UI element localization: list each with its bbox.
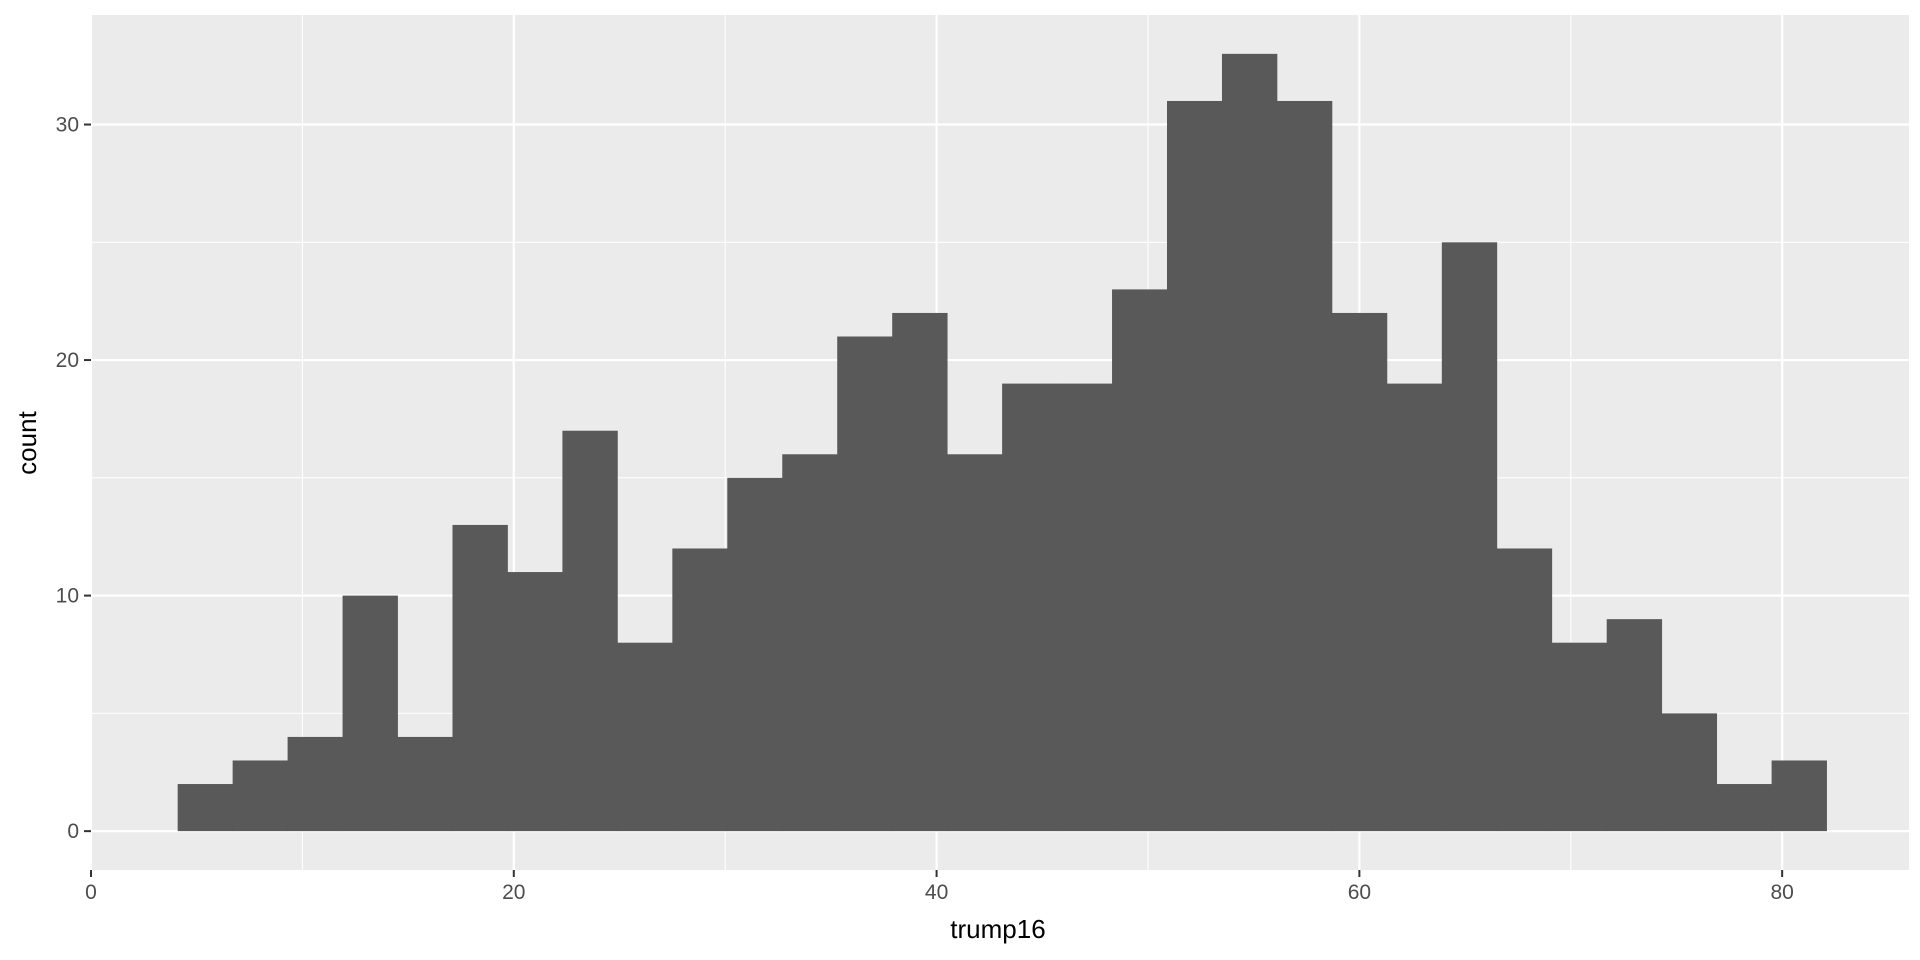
y-tick-label: 30 — [56, 114, 79, 137]
histogram-bar — [1057, 383, 1113, 832]
x-tick-label: 60 — [1348, 881, 1371, 904]
histogram-bar — [1551, 642, 1608, 832]
histogram-bar — [1221, 53, 1278, 832]
histogram-bar — [397, 736, 453, 832]
histogram-bar — [672, 548, 728, 832]
histogram-bar — [1002, 383, 1058, 832]
histogram-bar — [1386, 383, 1443, 832]
histogram-bar — [1112, 289, 1168, 832]
histogram-bar — [947, 454, 1003, 832]
y-tick-label: 10 — [56, 585, 79, 608]
histogram-bar — [342, 595, 398, 832]
histogram-bars — [177, 53, 1827, 832]
x-tick-label: 80 — [1770, 881, 1793, 904]
x-axis: 0 20 40 60 80 — [85, 870, 1794, 904]
histogram-bar — [232, 760, 288, 832]
y-axis-title: count — [12, 410, 42, 474]
x-tick-label: 20 — [502, 881, 525, 904]
histogram-bar — [892, 312, 948, 832]
histogram-bar — [1496, 548, 1553, 832]
histogram-bar — [507, 572, 563, 832]
histogram-bar — [1331, 312, 1388, 832]
histogram-bar — [1167, 100, 1223, 832]
x-axis-title: trump16 — [950, 914, 1045, 944]
y-tick-label: 0 — [67, 820, 79, 843]
histogram-bar — [727, 477, 783, 832]
histogram-bar — [287, 736, 343, 832]
y-tick-label: 20 — [56, 349, 79, 372]
histogram-bar — [617, 642, 673, 832]
histogram-bar — [837, 336, 893, 832]
histogram-bar — [1606, 619, 1663, 832]
histogram-bar — [452, 524, 508, 832]
histogram-bar — [1276, 100, 1333, 832]
histogram-bar — [177, 784, 234, 832]
histogram-bar — [562, 430, 618, 832]
x-tick-label: 0 — [85, 881, 97, 904]
histogram-bar — [1441, 242, 1498, 832]
histogram-bar — [782, 454, 838, 832]
x-tick-label: 40 — [925, 881, 948, 904]
histogram-bar — [1661, 713, 1718, 832]
y-axis: 0 10 20 30 — [56, 114, 91, 843]
histogram-bar — [1716, 784, 1772, 832]
histogram-bar — [1771, 760, 1827, 832]
